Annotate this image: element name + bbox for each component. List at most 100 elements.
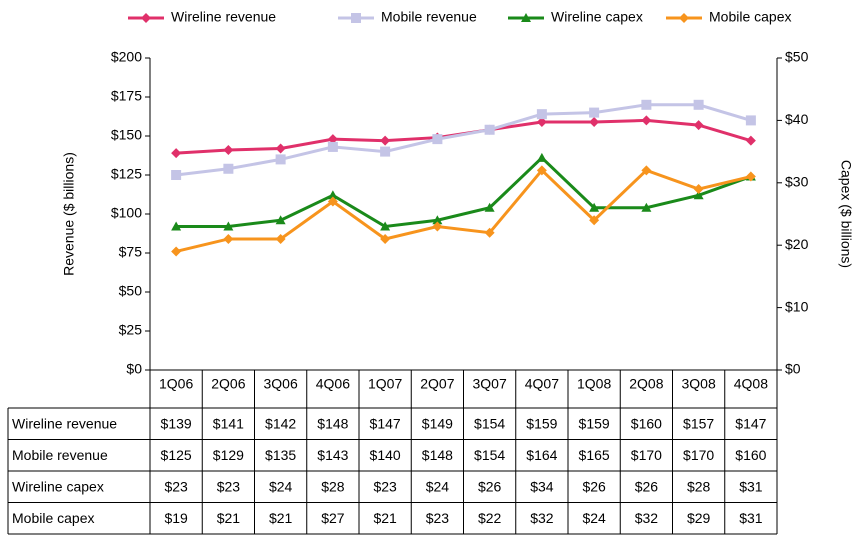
table-cell: $34 (530, 478, 554, 494)
y2-axis-label: Capex ($ billions) (838, 160, 854, 268)
marker (484, 124, 495, 135)
series-line (175, 168, 752, 253)
marker (223, 145, 234, 156)
marker (589, 116, 600, 127)
marker (223, 163, 234, 174)
table-cell: $28 (321, 478, 345, 494)
marker (275, 233, 286, 244)
table-cell: $164 (526, 447, 557, 463)
marker (693, 99, 704, 110)
marker (432, 134, 443, 145)
y2-tick-label: $0 (785, 361, 801, 377)
y2-tick-label: $50 (785, 49, 809, 65)
category-label: 2Q08 (629, 376, 663, 392)
table-cell: $135 (265, 447, 296, 463)
table-cell: $31 (739, 478, 763, 494)
marker (589, 202, 600, 212)
marker (432, 215, 443, 225)
table-cell: $147 (735, 415, 766, 431)
table-cell: $143 (317, 447, 348, 463)
category-label: 1Q08 (577, 376, 611, 392)
marker (141, 13, 151, 23)
marker (536, 116, 547, 127)
marker (536, 152, 547, 162)
table-cell: $159 (526, 415, 557, 431)
marker (223, 233, 234, 244)
y2-tick-label: $20 (785, 236, 809, 252)
series-line (176, 118, 752, 155)
marker (641, 165, 652, 176)
marker (275, 215, 286, 225)
table-cell: $21 (373, 510, 397, 526)
table-cell: $23 (164, 478, 188, 494)
table-cell: $154 (474, 447, 505, 463)
marker (484, 227, 495, 238)
category-label: 3Q08 (682, 376, 716, 392)
table-cell: $139 (161, 415, 192, 431)
table-cell: $27 (321, 510, 345, 526)
marker (327, 134, 338, 145)
table-cell: $28 (687, 478, 711, 494)
marker (745, 115, 756, 126)
category-label: 3Q07 (473, 376, 507, 392)
marker (484, 202, 495, 212)
category-label: 2Q06 (211, 376, 245, 392)
table-cell: $170 (631, 447, 662, 463)
table-cell: $160 (631, 415, 662, 431)
marker (380, 233, 391, 244)
table-cell: $26 (635, 478, 659, 494)
category-label: 4Q06 (316, 376, 350, 392)
y2-tick-label: $40 (785, 111, 809, 127)
table-cell: $147 (370, 415, 401, 431)
marker (693, 190, 704, 200)
y2-tick-label: $30 (785, 174, 809, 190)
y-tick-label: $50 (119, 283, 143, 299)
row-label: Wireline revenue (12, 415, 117, 431)
table-cell: $154 (474, 415, 505, 431)
table-cell: $160 (735, 447, 766, 463)
y-tick-label: $175 (111, 88, 142, 104)
marker (171, 221, 182, 231)
table-cell: $148 (422, 447, 453, 463)
legend-label: Mobile revenue (381, 9, 477, 25)
table-cell: $159 (579, 415, 610, 431)
table-cell: $140 (370, 447, 401, 463)
series-line (176, 155, 752, 229)
row-label: Mobile revenue (12, 447, 108, 463)
marker (223, 221, 234, 231)
table-cell: $170 (683, 447, 714, 463)
legend-label: Wireline revenue (171, 9, 276, 25)
table-cell: $19 (164, 510, 188, 526)
marker (693, 184, 704, 195)
table-cell: $21 (217, 510, 241, 526)
table-cell: $157 (683, 415, 714, 431)
marker (351, 13, 361, 23)
table-cell: $129 (213, 447, 244, 463)
marker (641, 115, 652, 126)
table-cell: $21 (269, 510, 293, 526)
marker (679, 13, 689, 23)
marker (327, 190, 338, 200)
marker (589, 107, 600, 118)
marker (693, 120, 704, 131)
category-label: 4Q08 (734, 376, 768, 392)
marker (275, 154, 286, 165)
category-label: 1Q07 (368, 376, 402, 392)
table-cell: $23 (217, 478, 241, 494)
table-cell: $24 (582, 510, 606, 526)
table-cell: $24 (269, 478, 293, 494)
y-tick-label: $25 (119, 322, 143, 338)
marker (641, 99, 652, 110)
marker (432, 221, 443, 232)
table-cell: $26 (582, 478, 606, 494)
legend-label: Wireline capex (551, 9, 643, 25)
row-label: Mobile capex (12, 510, 95, 526)
y-tick-label: $150 (111, 127, 142, 143)
series-line (175, 103, 752, 177)
table-cell: $29 (687, 510, 711, 526)
table-cell: $125 (161, 447, 192, 463)
marker (327, 196, 338, 207)
y-tick-label: $75 (119, 244, 143, 260)
y-tick-label: $125 (111, 166, 142, 182)
